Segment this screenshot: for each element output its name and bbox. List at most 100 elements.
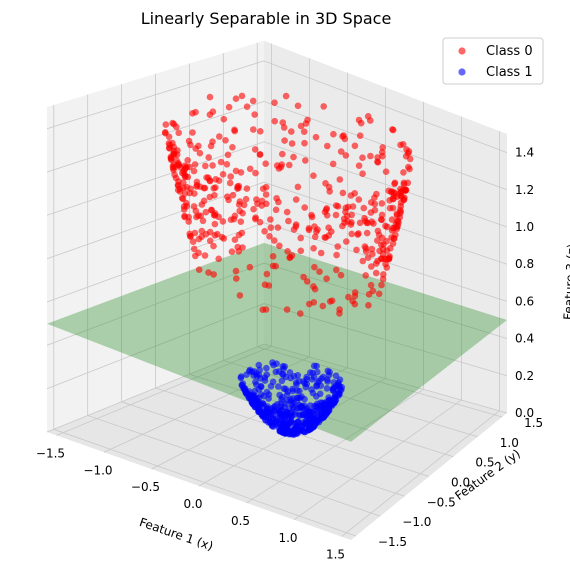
- point-class-0: [275, 165, 283, 172]
- point-class-0: [189, 129, 196, 136]
- point-class-1: [278, 377, 286, 385]
- point-class-0: [225, 196, 232, 204]
- point-class-0: [337, 148, 345, 155]
- z-tick-label: 0.4: [515, 332, 534, 346]
- point-class-1: [293, 381, 300, 389]
- point-class-0: [297, 310, 304, 317]
- point-class-0: [284, 248, 291, 255]
- point-class-0: [215, 213, 222, 221]
- point-class-0: [227, 173, 234, 180]
- z-tick-label: 1.4: [515, 146, 534, 160]
- point-class-0: [357, 119, 365, 127]
- point-class-0: [301, 139, 308, 147]
- legend-label-class-0: Class 0: [486, 44, 533, 59]
- point-class-0: [224, 151, 232, 159]
- point-class-0: [252, 169, 259, 177]
- point-class-0: [379, 152, 386, 160]
- point-class-0: [232, 95, 240, 102]
- point-class-0: [189, 110, 196, 117]
- point-class-0: [301, 204, 309, 211]
- point-class-0: [355, 162, 363, 169]
- point-class-1: [283, 391, 291, 398]
- legend-marker-class-0: [458, 47, 466, 55]
- point-class-1: [314, 368, 321, 376]
- point-class-0: [262, 191, 270, 198]
- point-class-0: [238, 92, 246, 100]
- point-class-0: [323, 205, 331, 212]
- point-class-0: [266, 233, 273, 240]
- point-class-0: [337, 271, 345, 279]
- point-class-0: [333, 251, 340, 259]
- point-class-0: [271, 237, 278, 244]
- point-class-0: [267, 216, 274, 223]
- scatter-points: [162, 92, 414, 438]
- point-class-0: [219, 218, 227, 225]
- point-class-0: [175, 160, 182, 167]
- point-class-0: [300, 273, 307, 281]
- point-class-1: [290, 403, 298, 411]
- point-class-0: [271, 99, 278, 106]
- point-class-0: [317, 249, 325, 257]
- point-class-0: [191, 190, 198, 197]
- point-class-0: [312, 133, 320, 141]
- point-class-0: [201, 252, 209, 259]
- point-class-0: [184, 173, 192, 181]
- point-class-1: [277, 400, 285, 407]
- point-class-1: [319, 399, 326, 407]
- point-class-0: [192, 145, 199, 152]
- point-class-0: [173, 151, 181, 158]
- point-class-1: [250, 372, 257, 379]
- y-tick-label: −1.5: [378, 535, 407, 549]
- point-class-0: [286, 161, 293, 169]
- x-tick-label: 1.5: [326, 548, 345, 562]
- point-class-0: [290, 153, 297, 161]
- point-class-0: [311, 223, 318, 230]
- point-class-1: [265, 395, 272, 402]
- point-class-0: [202, 208, 210, 216]
- point-class-0: [332, 211, 340, 219]
- grid-line-z: [46, 141, 508, 228]
- z-tick-label: 1.0: [515, 220, 534, 234]
- point-class-1: [240, 385, 247, 392]
- point-class-0: [256, 218, 264, 226]
- point-class-0: [372, 260, 380, 267]
- point-class-0: [250, 126, 257, 133]
- point-class-0: [215, 177, 223, 184]
- point-class-0: [356, 132, 364, 139]
- point-class-1: [275, 383, 282, 390]
- point-class-1: [310, 373, 318, 381]
- point-class-0: [382, 168, 390, 175]
- point-class-0: [362, 248, 370, 255]
- point-class-0: [235, 231, 243, 239]
- grid-lines: [46, 42, 508, 537]
- point-class-0: [169, 119, 176, 127]
- point-class-0: [211, 220, 219, 228]
- point-class-0: [378, 200, 386, 207]
- point-class-1: [243, 371, 250, 379]
- point-class-0: [250, 205, 257, 213]
- point-class-0: [214, 230, 221, 238]
- point-class-0: [223, 161, 231, 168]
- point-class-0: [272, 262, 280, 270]
- point-class-0: [216, 133, 223, 140]
- point-class-0: [374, 159, 382, 166]
- point-class-0: [240, 201, 248, 209]
- point-class-0: [389, 204, 397, 212]
- point-class-0: [340, 215, 348, 223]
- point-class-0: [342, 152, 350, 159]
- point-class-0: [200, 197, 208, 205]
- z-tick-label: 0.2: [515, 369, 534, 383]
- point-class-0: [367, 209, 375, 216]
- point-class-0: [215, 255, 222, 263]
- point-class-0: [324, 142, 331, 150]
- point-class-0: [353, 246, 360, 254]
- x-tick-label: −1.0: [83, 463, 112, 477]
- point-class-0: [367, 117, 374, 124]
- point-class-0: [246, 165, 254, 173]
- point-class-1: [296, 387, 303, 395]
- point-class-0: [166, 141, 173, 149]
- point-class-0: [305, 225, 313, 232]
- y-tick-label: 0.5: [475, 456, 494, 470]
- x-axis-label: Feature 1 (x): [138, 515, 215, 553]
- point-class-1: [286, 369, 294, 376]
